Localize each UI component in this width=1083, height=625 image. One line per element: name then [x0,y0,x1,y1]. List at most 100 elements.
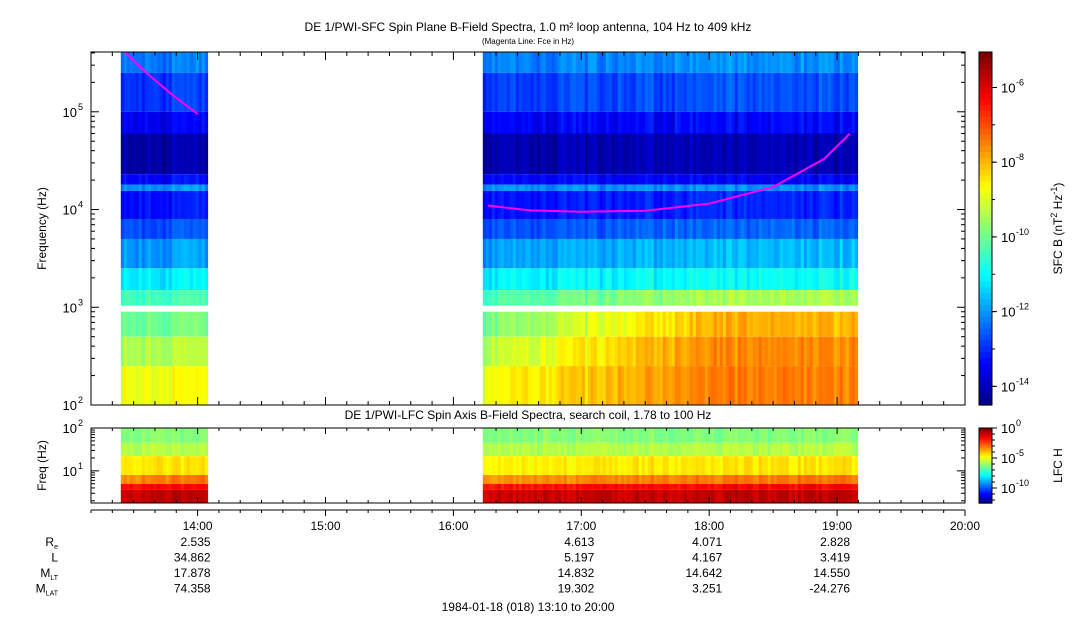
spectrogram-cell [602,72,607,112]
spectrogram-cell [150,428,155,443]
spectrogram-cell [512,483,517,490]
spectrogram-cell [602,456,607,475]
spectrogram-cell [536,483,541,490]
spectrogram-cell [734,133,739,175]
spectrogram-cell [530,483,535,490]
spectrogram-cell [728,111,733,134]
spectrogram-cell [168,174,173,185]
colorbar-cell [979,210,992,218]
spectrogram-cell [752,111,757,134]
spectrogram-cell [150,336,155,367]
spectrogram-cell [638,238,643,269]
colorbar-cell [979,128,992,135]
spectrogram-cell [512,442,517,457]
spectrogram-cell [177,111,182,134]
spectrogram-cell [611,428,616,443]
spectrogram-cell [632,219,637,239]
spectrogram-cell [554,442,559,457]
spectrogram-cell [713,336,718,367]
spectrogram-cell [665,428,670,443]
spectrogram-cell [153,483,158,490]
spectrogram-cell [177,336,182,367]
spectrogram-cell [195,133,200,175]
spectrogram-cell [665,290,670,306]
spectrogram-cell [611,133,616,175]
spectrogram-cell [698,442,703,457]
colorbar-cell [979,466,992,469]
spectrogram-cell [192,174,197,185]
spectrogram-cell [725,72,730,112]
spectrogram-cell [707,268,712,291]
spectrogram-cell [150,489,155,503]
spectrogram-cell [482,238,487,269]
spectrogram-cell [198,219,203,239]
spectrogram-cell [770,219,775,239]
spectrogram-cell [845,489,850,503]
spectrogram-cell [782,290,787,306]
spectrogram-cell [764,311,769,337]
spectrogram-cell [818,238,823,269]
spectrogram-cell [563,483,568,490]
spectrogram-cell [141,442,146,457]
spectrogram-cell [135,190,140,219]
spectrogram-cell [156,442,161,457]
spectrogram-cell [500,483,505,490]
spectrogram-cell [530,290,535,306]
spectrogram-cell [758,489,763,503]
spectrogram-cell [494,311,499,337]
colorbar-cell [979,346,992,353]
spectrogram-cell [830,428,835,443]
spectrogram-cell [180,190,185,219]
spectrogram-cell [527,290,532,306]
spectrogram-cell [824,111,829,134]
spectrogram-cell [497,336,502,367]
ephemeris-value: 3.251 [692,582,722,596]
spectrogram-cell [521,336,526,367]
spectrogram-cell [773,111,778,134]
spectrogram-cell [803,133,808,175]
spectrogram-cell [644,456,649,475]
colorbar-cell [979,187,992,194]
spectrogram-cell [830,475,835,484]
spectrogram-cell [812,238,817,269]
spectrogram-cell [755,428,760,443]
spectrogram-cell [518,290,523,306]
spectrogram-cell [740,174,745,185]
spectrogram-cell [201,483,206,490]
spectrogram-cell [638,174,643,185]
spectrogram-cell [174,133,179,175]
spectrogram-cell [851,52,856,73]
spectrogram-cell [770,72,775,112]
spectrogram-cell [611,184,616,191]
spectrogram-cell [692,475,697,484]
spectrogram-cell [623,190,628,219]
spectrogram-cell [500,290,505,306]
spectrogram-cell [761,219,766,239]
spectrogram-cell [632,483,637,490]
spectrogram-cell [497,219,502,239]
spectrogram-cell [192,133,197,175]
spectrogram-cell [482,174,487,185]
spectrogram-cell [632,489,637,503]
spectrogram-cell [695,489,700,503]
spectrogram-cell [719,72,724,112]
spectrogram-cell [785,290,790,306]
spectrogram-cell [647,52,652,73]
spectrogram-cell [201,456,206,475]
spectrogram-cell [171,483,176,490]
spectrogram-cell [698,219,703,239]
spectrogram-cell [180,483,185,490]
spectrogram-cell [614,190,619,219]
spectrogram-cell [162,238,167,269]
spectrogram-cell [578,442,583,457]
spectrogram-cell [719,336,724,367]
spectrogram-cell [485,184,490,191]
spectrogram-cell [581,268,586,291]
spectrogram-cell [647,268,652,291]
spectrogram-cell [836,475,841,484]
spectrogram-cell [797,290,802,306]
spectrogram-cell [560,184,565,191]
spectrogram-cell [734,268,739,291]
spectrogram-cell [195,290,200,306]
